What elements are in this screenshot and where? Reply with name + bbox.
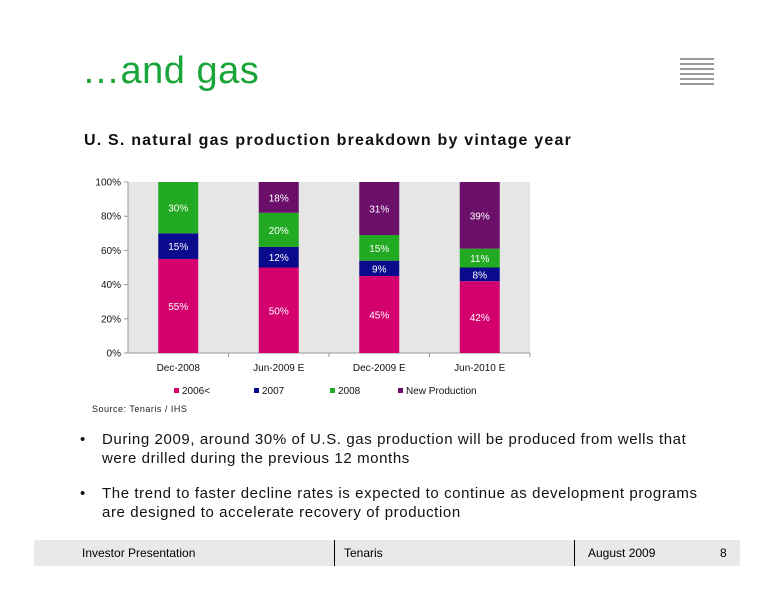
stacked-bar-chart: 0% 20% 40% 60% 80% 100% Dec-2008 55% 15% 30% Jun-2…: [95, 178, 531, 397]
bar-segment: [158, 182, 199, 234]
source-note: Source: Tenaris / IHS: [92, 404, 188, 414]
bar-segment: [459, 182, 500, 249]
bar-segment: [359, 235, 400, 261]
legend-label: 2007: [262, 386, 285, 397]
bar-segment: [258, 267, 299, 353]
bullet-list: • During 2009, around 30% of U.S. gas pr…: [80, 430, 700, 538]
data-label: 55%: [168, 302, 188, 313]
data-label: 9%: [372, 264, 387, 275]
bar-segment: [258, 182, 299, 213]
x-tick-label: Dec-2009 E: [353, 363, 406, 374]
x-tick-label: Dec-2008: [157, 363, 201, 374]
footer-divider: [334, 540, 335, 566]
legend-swatch: [330, 388, 335, 393]
bar-segment: [459, 267, 500, 282]
legend-label: 2008: [338, 386, 361, 397]
bar-segment: [459, 281, 500, 353]
bar-segment: [158, 233, 199, 259]
data-label: 50%: [269, 306, 289, 317]
bullet-text: The trend to faster decline rates is exp…: [102, 485, 698, 521]
chart-title: U. S. natural gas production breakdown b…: [84, 132, 573, 149]
data-label: 15%: [168, 242, 188, 253]
y-tick-label: 60%: [101, 246, 121, 257]
x-tick-label: Jun-2010 E: [454, 363, 505, 374]
data-label: 30%: [168, 204, 188, 215]
data-label: 31%: [369, 205, 389, 216]
bar-segment: [359, 276, 400, 353]
legend-swatch: [174, 388, 179, 393]
data-label: 8%: [473, 270, 488, 281]
footer-bar: Investor Presentation Tenaris August 200…: [34, 540, 740, 566]
y-tick-label: 80%: [101, 212, 121, 223]
legend-label: New Production: [406, 386, 477, 397]
bar-segment: [359, 260, 400, 277]
data-label: 20%: [269, 226, 289, 237]
bar-segment: [258, 212, 299, 247]
legend-swatch: [398, 388, 403, 393]
bullet-text: During 2009, around 30% of U.S. gas prod…: [102, 431, 687, 467]
legend-swatch: [254, 388, 259, 393]
bar-segment: [459, 248, 500, 268]
bullet-item: • The trend to faster decline rates is e…: [80, 484, 700, 522]
y-tick-label: 20%: [101, 314, 121, 325]
y-tick-label: 100%: [95, 178, 121, 189]
bar-segment: [158, 258, 199, 353]
footer-company: Tenaris: [344, 546, 383, 560]
data-label: 45%: [369, 311, 389, 322]
footer-page-number: 8: [720, 546, 727, 560]
data-label: 12%: [269, 253, 289, 264]
logo-lines-icon: [680, 58, 714, 88]
y-tick-label: 40%: [101, 280, 121, 291]
data-label: 11%: [470, 254, 489, 265]
data-label: 42%: [470, 313, 490, 324]
bar-segment: [258, 246, 299, 268]
bullet-icon: •: [80, 431, 86, 448]
data-label: 18%: [269, 193, 289, 204]
bullet-item: • During 2009, around 30% of U.S. gas pr…: [80, 430, 700, 468]
slide-title: …and gas: [82, 50, 260, 92]
footer-divider: [574, 540, 575, 566]
data-label: 39%: [470, 211, 490, 222]
legend-label: 2006<: [182, 386, 210, 397]
bar-segment: [359, 182, 400, 236]
y-tick-label: 0%: [107, 349, 122, 360]
footer-presentation: Investor Presentation: [82, 546, 196, 560]
x-tick-label: Jun-2009 E: [253, 363, 304, 374]
data-label: 15%: [369, 244, 389, 255]
footer-date: August 2009: [588, 546, 656, 560]
bullet-icon: •: [80, 485, 86, 502]
